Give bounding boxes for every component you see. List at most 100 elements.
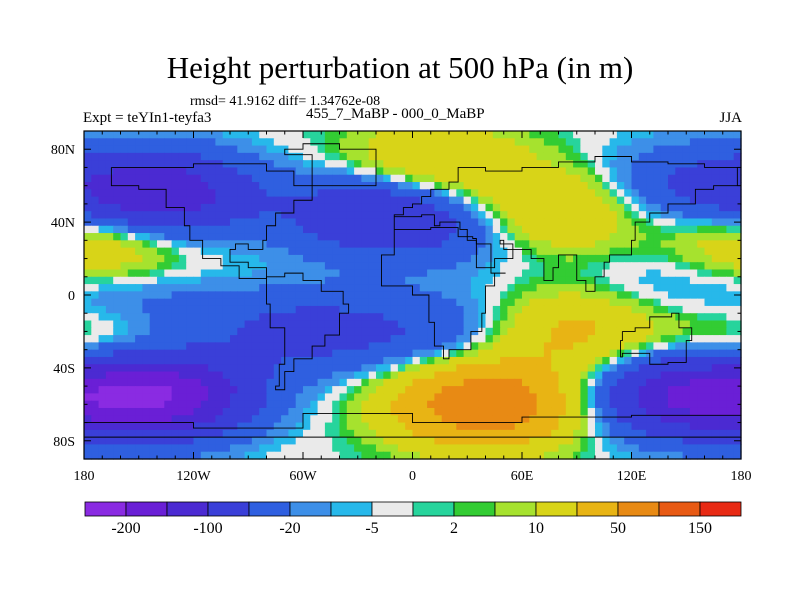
field-cell (660, 298, 669, 307)
field-cell (551, 335, 560, 343)
field-cell (507, 225, 516, 234)
field-cell (485, 422, 494, 431)
field-cell (551, 196, 560, 205)
field-cell (704, 284, 713, 292)
field-cell (646, 429, 654, 438)
field-cell (251, 152, 260, 161)
field-cell (142, 342, 151, 351)
field-cell (529, 429, 538, 438)
field-cell (295, 400, 304, 409)
field-cell (339, 378, 348, 387)
field-cell (689, 196, 698, 205)
field-cell (631, 196, 640, 205)
field-cell (704, 131, 713, 139)
field-cell (419, 393, 428, 402)
field-cell (376, 386, 384, 394)
field-cell (543, 400, 552, 409)
field-cell (390, 335, 399, 343)
field-cell (105, 160, 114, 169)
field-cell (638, 407, 647, 416)
field-cell (171, 437, 180, 446)
field-cell (682, 284, 691, 292)
field-cell (529, 131, 538, 139)
field-cell (638, 211, 647, 220)
field-cell (127, 211, 136, 220)
field-cell (580, 189, 589, 198)
field-cell (733, 131, 742, 139)
field-cell (120, 138, 129, 147)
field-cell (200, 335, 209, 343)
field-cell (478, 225, 487, 234)
field-cell (441, 371, 450, 380)
field-cell (273, 422, 282, 431)
field-cell (660, 276, 669, 285)
field-cell (237, 415, 246, 424)
field-cell (142, 254, 151, 263)
field-cell (361, 196, 370, 205)
field-cell (697, 167, 706, 176)
field-cell (638, 145, 647, 154)
field-cell (303, 313, 311, 322)
field-cell (390, 269, 399, 278)
field-cell (646, 298, 654, 307)
field-cell (675, 400, 684, 409)
field-cell (142, 240, 151, 249)
field-cell (91, 313, 100, 322)
field-cell (668, 276, 676, 285)
field-cell (478, 378, 487, 387)
field-cell (208, 349, 216, 358)
field-cell (726, 313, 735, 322)
field-cell (266, 422, 275, 431)
field-cell (602, 189, 611, 198)
field-cell (244, 247, 253, 256)
field-cell (485, 298, 494, 307)
field-cell (361, 437, 370, 446)
field-cell (259, 356, 268, 365)
field-cell (303, 320, 311, 329)
field-cell (427, 174, 435, 183)
field-cell (595, 444, 603, 453)
field-cell (675, 342, 684, 351)
field-cell (573, 371, 581, 380)
field-cell (624, 342, 633, 351)
field-cell (558, 276, 567, 285)
field-cell (697, 182, 706, 190)
field-cell (142, 407, 151, 416)
field-cell (390, 415, 399, 424)
field-cell (543, 196, 552, 205)
field-cell (514, 386, 523, 394)
field-cell (573, 393, 581, 402)
field-cell (346, 378, 355, 387)
field-cell (135, 371, 143, 380)
field-cell (646, 262, 654, 271)
field-cell (208, 138, 216, 147)
field-cell (624, 444, 633, 453)
field-cell (295, 284, 304, 292)
field-cell (361, 152, 370, 161)
field-cell (551, 378, 560, 387)
field-cell (113, 415, 122, 424)
field-cell (383, 298, 392, 307)
field-cell (288, 203, 297, 212)
field-cell (492, 182, 501, 190)
field-cell (376, 335, 384, 343)
field-cell (602, 291, 611, 300)
field-cell (558, 284, 567, 292)
field-cell (120, 437, 129, 446)
field-cell (324, 138, 333, 147)
field-cell (565, 342, 574, 351)
field-cell (711, 240, 720, 249)
field-cell (273, 276, 282, 285)
field-cell (595, 240, 603, 249)
field-cell (514, 152, 523, 161)
field-cell (500, 247, 508, 256)
field-cell (558, 393, 567, 402)
field-cell (113, 218, 122, 227)
field-cell (580, 247, 589, 256)
field-cell (251, 356, 260, 365)
field-cell (719, 160, 727, 169)
field-cell (193, 327, 202, 336)
field-cell (704, 196, 713, 205)
field-cell (310, 364, 319, 373)
field-cell (514, 305, 523, 314)
